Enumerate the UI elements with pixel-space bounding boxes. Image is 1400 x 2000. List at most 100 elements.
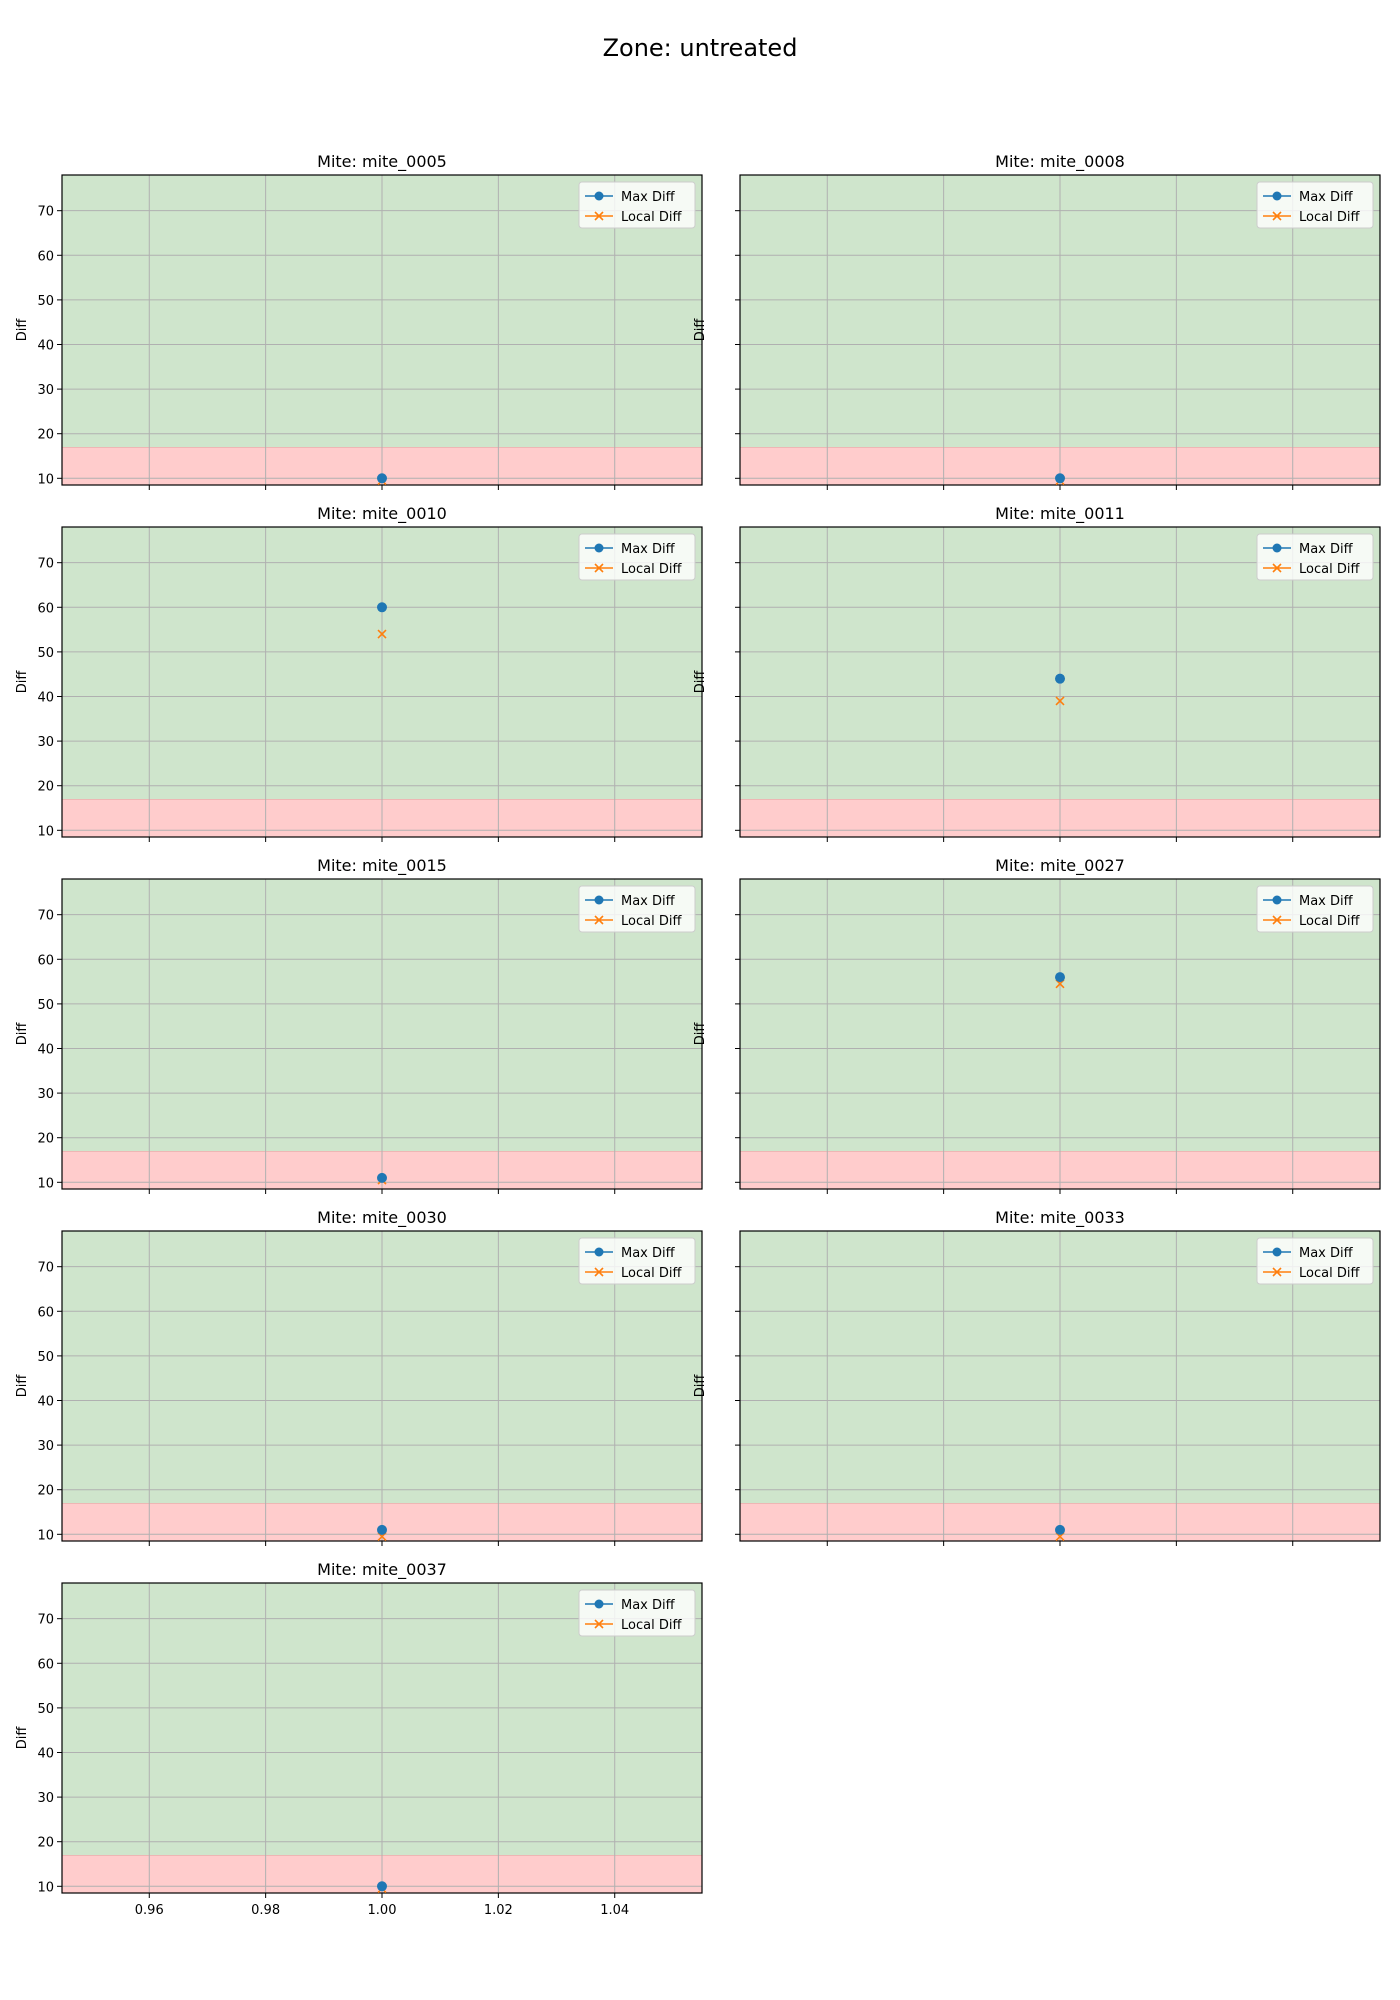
y-tick-label: 10 bbox=[37, 824, 54, 839]
legend-max-diff-marker bbox=[594, 895, 604, 905]
y-tick-label: 70 bbox=[37, 1261, 54, 1276]
y-axis-label: Diff bbox=[15, 1374, 30, 1398]
legend-label-local-diff: Local Diff bbox=[621, 562, 682, 577]
y-tick-label: 60 bbox=[37, 601, 54, 616]
legend: Max Diff Local Diff bbox=[578, 885, 696, 933]
subplot-5: 10 20 30 40 50 60 70 Mite: mite_0015 Diff Max Dif… bbox=[15, 856, 703, 1194]
y-tick-label: 20 bbox=[37, 428, 54, 443]
subplot-3: 10 20 30 40 50 60 70 Mite: mite_0010 Diff Max Dif… bbox=[15, 504, 703, 842]
local-diff-marker-stroke bbox=[377, 629, 387, 639]
legend-label-local-diff: Local Diff bbox=[621, 1618, 682, 1633]
y-axis-label: Diff bbox=[15, 670, 30, 694]
legend-local-diff-marker bbox=[1272, 915, 1282, 925]
legend: Max Diff Local Diff bbox=[1256, 1237, 1374, 1285]
max-diff-point bbox=[377, 1524, 387, 1535]
local-diff-point bbox=[377, 629, 387, 639]
y-axis-label: Diff bbox=[15, 1726, 30, 1750]
legend-label-max-diff: Max Diff bbox=[1299, 542, 1354, 557]
axes-frame bbox=[61, 1582, 703, 1894]
y-tick-label: 20 bbox=[37, 780, 54, 795]
max-diff-point bbox=[377, 1172, 387, 1183]
subplot-title: Mite: mite_0005 bbox=[317, 152, 447, 172]
subplot-9: 0.96 0.98 1.00 1.02 1.04 10 20 30 40 50 60 70 Mite: … bbox=[15, 1560, 703, 1918]
x-tick-label: 0.98 bbox=[251, 1903, 280, 1918]
legend-label-local-diff: Local Diff bbox=[621, 210, 682, 225]
axes-frame bbox=[739, 526, 1381, 838]
y-tick-label: 40 bbox=[37, 1394, 54, 1409]
legend-label-max-diff: Max Diff bbox=[1299, 894, 1354, 909]
local-diff-marker-stroke bbox=[1055, 696, 1065, 706]
legend-local-diff-marker bbox=[1272, 211, 1282, 221]
legend-label-local-diff: Local Diff bbox=[1299, 914, 1360, 929]
y-tick-label: 50 bbox=[37, 1702, 54, 1717]
legend-local-diff-marker bbox=[1272, 1267, 1282, 1277]
subplot-2: Mite: mite_0008 Diff Max Diff Local Diff bbox=[693, 152, 1381, 490]
y-tick-label: 40 bbox=[37, 690, 54, 705]
legend-label-max-diff: Max Diff bbox=[621, 1246, 676, 1261]
legend-max-diff-marker bbox=[594, 1599, 604, 1609]
subplot-title: Mite: mite_0037 bbox=[317, 1560, 447, 1580]
subplot-title: Mite: mite_0010 bbox=[317, 504, 447, 524]
legend-max-diff-marker bbox=[1272, 895, 1282, 905]
y-axis-label: Diff bbox=[15, 1022, 30, 1046]
x-tick-label: 1.00 bbox=[368, 1903, 397, 1918]
figure-title: Zone: untreated bbox=[602, 34, 798, 62]
y-tick-label: 10 bbox=[37, 1880, 54, 1895]
y-axis-label: Diff bbox=[693, 670, 708, 694]
y-tick-label: 10 bbox=[37, 1528, 54, 1543]
y-tick-label: 40 bbox=[37, 1042, 54, 1057]
max-diff-point bbox=[377, 602, 387, 613]
legend: Max Diff Local Diff bbox=[1256, 181, 1374, 229]
subplot-8: Mite: mite_0033 Diff Max Diff Local Diff bbox=[693, 1208, 1381, 1546]
y-tick-label: 20 bbox=[37, 1132, 54, 1147]
y-tick-label: 70 bbox=[37, 557, 54, 572]
subplot-7: 10 20 30 40 50 60 70 Mite: mite_0030 Diff Max Dif… bbox=[15, 1208, 703, 1546]
y-tick-label: 50 bbox=[37, 998, 54, 1013]
legend-label-local-diff: Local Diff bbox=[621, 1266, 682, 1281]
legend-label-max-diff: Max Diff bbox=[621, 542, 676, 557]
subplot-title: Mite: mite_0008 bbox=[995, 152, 1125, 172]
y-axis-label: Diff bbox=[693, 1022, 708, 1046]
legend-label-max-diff: Max Diff bbox=[1299, 190, 1354, 205]
max-diff-point bbox=[1055, 972, 1065, 983]
legend-local-diff-marker bbox=[594, 211, 604, 221]
legend: Max Diff Local Diff bbox=[1256, 885, 1374, 933]
legend-local-diff-marker bbox=[594, 915, 604, 925]
legend-max-diff-marker bbox=[1272, 1247, 1282, 1257]
max-diff-point bbox=[1055, 1524, 1065, 1535]
legend: Max Diff Local Diff bbox=[578, 181, 696, 229]
axes-frame bbox=[61, 526, 703, 838]
legend: Max Diff Local Diff bbox=[1256, 533, 1374, 581]
y-axis-label: Diff bbox=[693, 318, 708, 342]
y-tick-label: 20 bbox=[37, 1836, 54, 1851]
y-axis-label: Diff bbox=[15, 318, 30, 342]
y-tick-label: 70 bbox=[37, 1613, 54, 1628]
subplot-4: Mite: mite_0011 Diff Max Diff Local Diff bbox=[693, 504, 1381, 842]
axes-frame bbox=[61, 878, 703, 1190]
legend: Max Diff Local Diff bbox=[578, 1589, 696, 1637]
y-tick-label: 60 bbox=[37, 1305, 54, 1320]
legend: Max Diff Local Diff bbox=[578, 533, 696, 581]
legend-local-diff-marker bbox=[594, 563, 604, 573]
max-diff-point bbox=[377, 1881, 387, 1892]
y-tick-label: 30 bbox=[37, 735, 54, 750]
legend-local-diff-marker bbox=[1272, 563, 1282, 573]
y-tick-label: 60 bbox=[37, 953, 54, 968]
legend-max-diff-marker bbox=[594, 543, 604, 553]
subplot-6: Mite: mite_0027 Diff Max Diff Local Diff bbox=[693, 856, 1381, 1194]
legend-label-local-diff: Local Diff bbox=[621, 914, 682, 929]
axes-frame bbox=[61, 1230, 703, 1542]
max-diff-point bbox=[1055, 473, 1065, 484]
x-tick-label: 0.96 bbox=[135, 1903, 164, 1918]
axes-frame bbox=[739, 1230, 1381, 1542]
legend-local-diff-marker bbox=[594, 1267, 604, 1277]
subplot-title: Mite: mite_0027 bbox=[995, 856, 1125, 876]
y-tick-label: 30 bbox=[37, 1087, 54, 1102]
y-tick-label: 50 bbox=[37, 1350, 54, 1365]
y-tick-label: 30 bbox=[37, 1791, 54, 1806]
y-tick-label: 50 bbox=[37, 646, 54, 661]
y-tick-label: 30 bbox=[37, 1439, 54, 1454]
subplot-title: Mite: mite_0030 bbox=[317, 1208, 447, 1228]
y-axis-label: Diff bbox=[693, 1374, 708, 1398]
y-tick-label: 70 bbox=[37, 205, 54, 220]
